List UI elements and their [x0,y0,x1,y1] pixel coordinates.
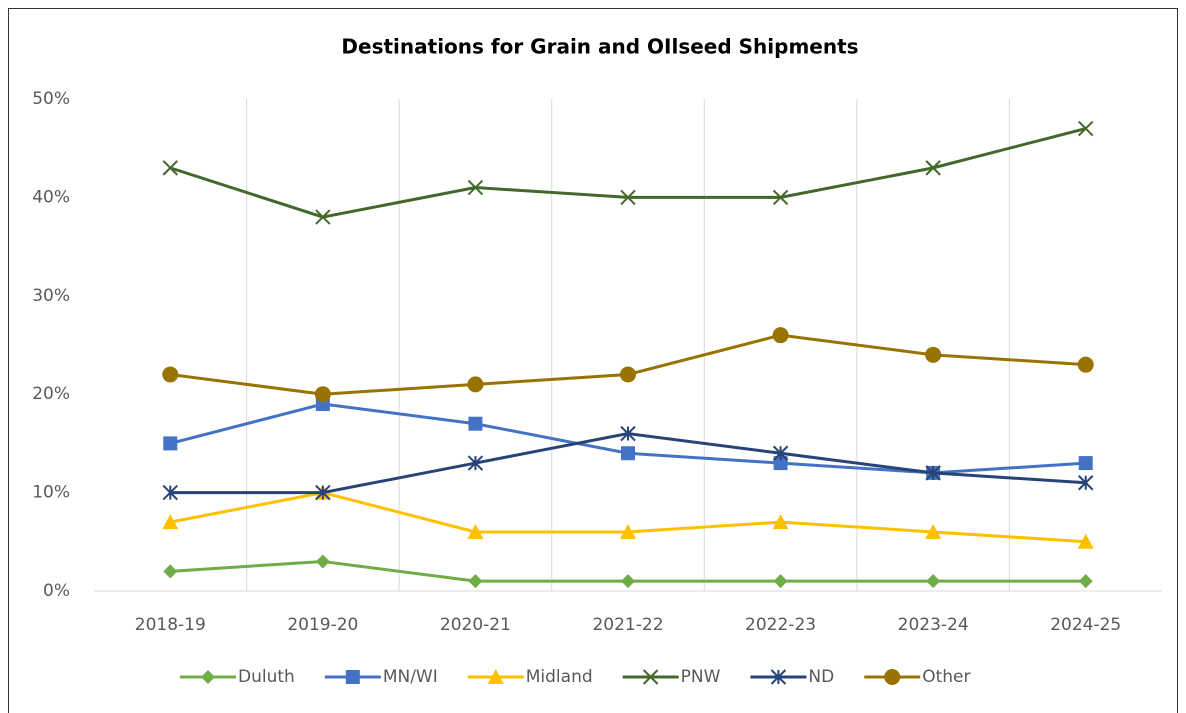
y-tick-label: 50% [32,89,70,109]
marker [315,484,331,501]
marker [621,574,635,589]
marker [772,445,789,461]
marker [772,514,789,530]
marker [163,564,178,579]
x-tick-label: 2024-25 [1050,615,1121,635]
chart-title: Destinations for Grain and OIlseed Shipm… [341,35,858,59]
y-tick-label: 40% [32,187,70,207]
marker [1078,120,1094,137]
marker [1078,456,1093,471]
marker [467,376,484,393]
x-tick-label: 2018-19 [135,615,206,635]
marker [1078,475,1094,491]
marker [772,189,789,206]
legend-label: Midland [526,667,593,687]
marker [314,386,331,403]
y-tick-label: 10% [32,483,70,503]
marker [487,669,504,684]
marker [925,465,941,481]
marker [925,523,942,539]
marker [162,514,179,530]
marker [620,523,636,539]
marker [163,436,178,451]
x-tick-label: 2023-24 [898,615,969,635]
marker [1078,574,1093,589]
marker [1077,533,1094,549]
marker [468,574,483,589]
marker [925,346,942,363]
marker [884,669,901,685]
x-tick-label: 2022-23 [745,615,816,635]
marker [620,366,636,383]
y-tick-label: 30% [32,286,70,306]
legend-label: Other [922,667,970,687]
marker [772,327,789,344]
marker [315,554,330,569]
marker [773,456,788,471]
marker [467,179,484,196]
marker [620,189,636,206]
marker [162,484,178,501]
marker [201,670,215,684]
y-tick-label: 0% [43,581,70,601]
marker [162,366,179,383]
legend-label: MN/WI [383,667,438,687]
marker [162,160,178,176]
marker [345,670,360,684]
marker [926,574,941,589]
marker [770,669,787,685]
chart-frame [8,8,1178,713]
x-tick-label: 2021-22 [592,615,663,635]
legend-label: Duluth [238,667,295,687]
marker [925,160,941,176]
marker [468,416,483,431]
marker [621,446,635,461]
legend-label: ND [808,667,834,687]
marker [773,574,788,589]
x-tick-label: 2020-21 [440,615,511,635]
marker [620,425,636,442]
x-tick-label: 2019-20 [287,615,358,635]
legend-label: PNW [681,667,721,687]
marker [467,455,484,471]
marker [1077,356,1094,373]
marker [315,209,331,225]
marker [642,669,659,685]
y-tick-label: 20% [32,384,70,404]
marker [467,523,484,539]
